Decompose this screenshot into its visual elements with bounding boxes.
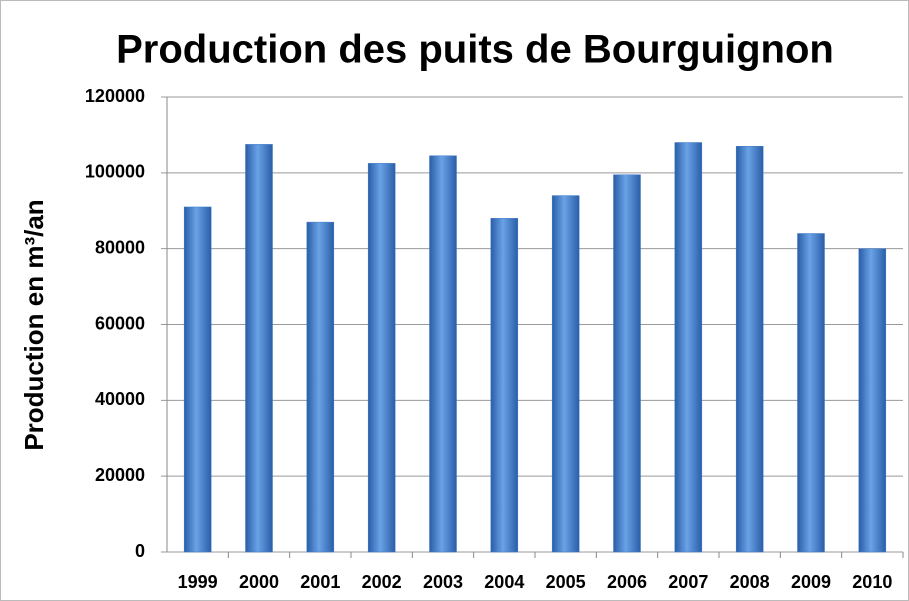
x-tick-label: 2001 <box>300 572 340 592</box>
y-tick-label: 0 <box>135 541 145 561</box>
y-tick-label: 80000 <box>95 237 145 257</box>
x-tick-label: 2000 <box>239 572 279 592</box>
y-tick-label: 40000 <box>95 389 145 409</box>
x-tick-label: 2004 <box>484 572 524 592</box>
bar <box>306 221 335 553</box>
x-tick-label: 2007 <box>668 572 708 592</box>
bar <box>183 206 212 553</box>
x-tick-label: 2008 <box>730 572 770 592</box>
x-tick-label: 1999 <box>178 572 218 592</box>
bar <box>367 163 396 553</box>
x-tick-label: 2002 <box>362 572 402 592</box>
y-axis-label: Production en m³/an <box>19 199 49 450</box>
bar <box>613 174 641 553</box>
y-tick-label: 100000 <box>85 162 145 182</box>
x-tick-label: 2005 <box>546 572 586 592</box>
bar <box>429 155 457 553</box>
bar <box>797 233 825 553</box>
x-tick-label: 2003 <box>423 572 463 592</box>
x-tick-label: 2006 <box>607 572 647 592</box>
x-tick-label: 2010 <box>852 572 892 592</box>
bar <box>551 195 580 553</box>
x-tick-label: 2009 <box>791 572 831 592</box>
bar <box>490 218 519 553</box>
bar <box>735 146 764 553</box>
bar <box>245 144 273 553</box>
bar <box>858 248 887 553</box>
y-tick-label: 60000 <box>95 313 145 333</box>
bar <box>674 142 703 553</box>
y-tick-label: 120000 <box>85 86 145 106</box>
chart-title: Production des puits de Bourguignon <box>116 28 834 72</box>
y-tick-label: 20000 <box>95 465 145 485</box>
